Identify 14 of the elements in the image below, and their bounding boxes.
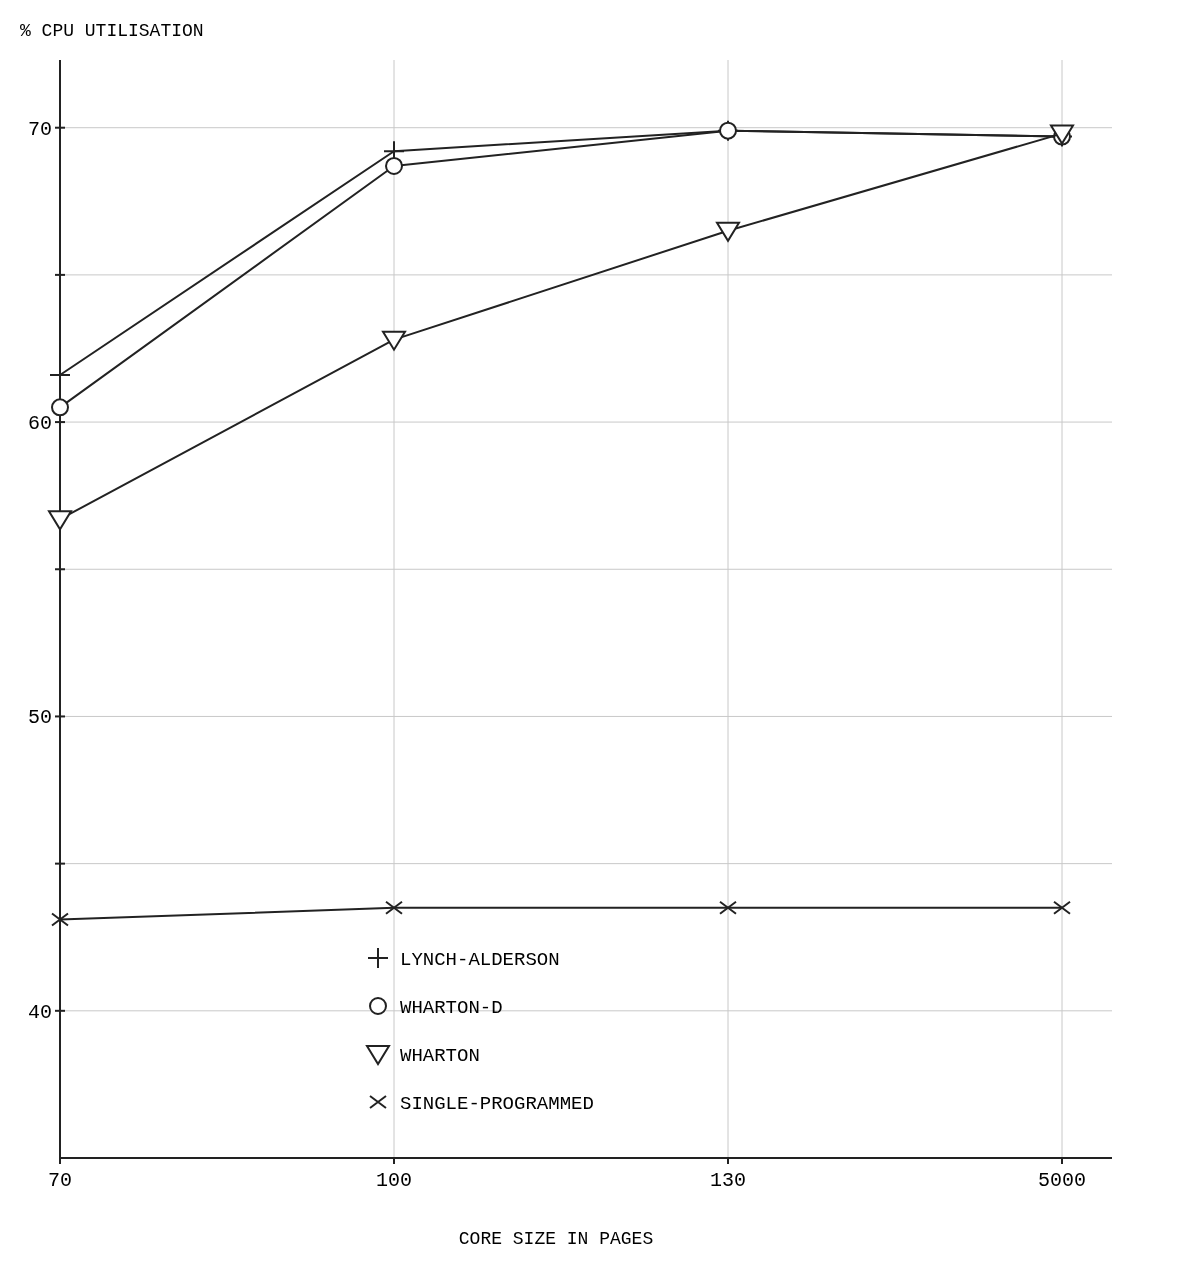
legend-label: LYNCH-ALDERSON	[400, 948, 560, 971]
x-tick-label: 70	[47, 1169, 73, 1192]
y-tick-label: 70	[27, 117, 52, 141]
x-tick-label: 5000	[1037, 1169, 1087, 1192]
y-axis-title: % CPU UTILISATION	[20, 21, 204, 41]
legend-label: WHARTON-D	[400, 996, 503, 1019]
legend-label: WHARTON	[400, 1044, 480, 1067]
legend-label: SINGLE-PROGRAMMED	[400, 1092, 594, 1115]
y-tick-label: 60	[27, 412, 52, 436]
x-axis-title: CORE SIZE IN PAGES	[458, 1229, 654, 1249]
x-tick-label: 130	[709, 1169, 747, 1192]
y-tick-label: 40	[27, 1000, 52, 1024]
y-tick-label: 50	[27, 706, 52, 730]
x-tick-label: 100	[375, 1169, 413, 1192]
